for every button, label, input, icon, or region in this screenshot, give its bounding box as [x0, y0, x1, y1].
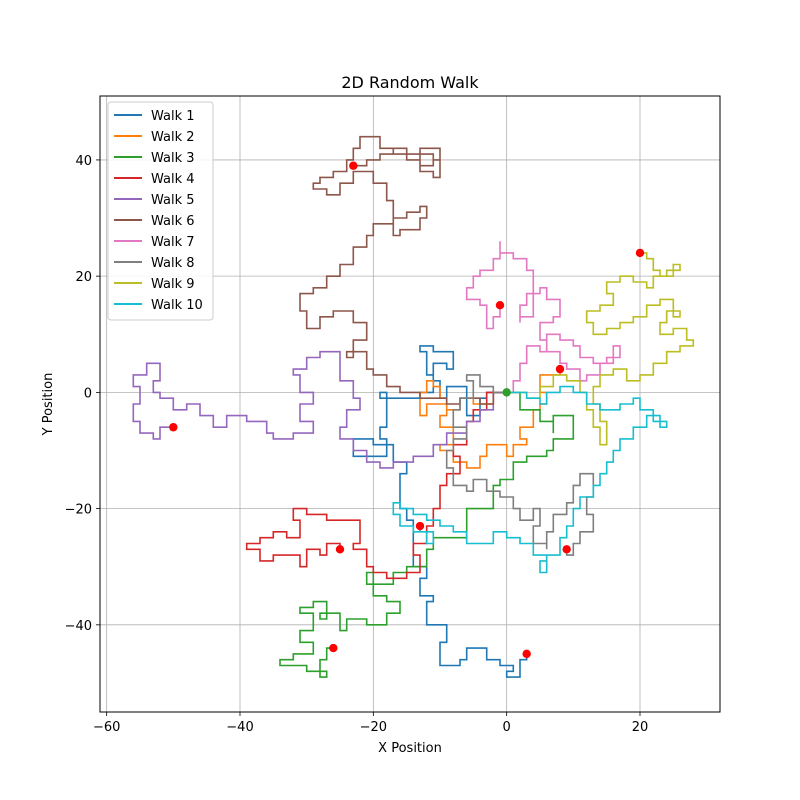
axis-ticks: −60 −40 −20 0 20 −40 −20 0 20 40 [65, 154, 649, 735]
legend-label: Walk 1 [151, 109, 195, 124]
legend-label: Walk 10 [151, 298, 203, 313]
end-marker-walk-10 [415, 521, 425, 531]
x-axis-label: X Position [378, 741, 442, 756]
chart-title: 2D Random Walk [341, 73, 479, 92]
x-tick-label: 0 [503, 720, 511, 735]
series-line-walk-3 [279, 391, 575, 678]
end-marker-walk-9 [635, 248, 645, 258]
end-marker-walk-4 [335, 545, 345, 554]
series-line-walk-1 [352, 345, 528, 678]
start-marker [502, 388, 511, 397]
end-marker-walk-3 [329, 643, 338, 653]
series-line-walk-2 [419, 369, 561, 469]
legend-label: Walk 3 [151, 151, 195, 166]
x-tick-label: −60 [93, 720, 120, 735]
y-tick-label: −40 [65, 619, 92, 634]
x-tick-label: −40 [226, 720, 253, 735]
end-marker-walk-1 [522, 649, 531, 659]
series-line-walk-6 [299, 135, 507, 405]
series-lines [132, 135, 695, 678]
legend-label: Walk 5 [151, 193, 195, 208]
series-line-walk-10 [392, 385, 668, 574]
legend-label: Walk 4 [151, 172, 195, 187]
y-tick-label: 0 [84, 386, 92, 401]
series-line-walk-7 [465, 241, 621, 394]
legend-label: Walk 9 [151, 277, 195, 292]
end-markers [169, 161, 645, 659]
x-tick-label: 20 [632, 720, 649, 735]
x-tick-label: −20 [360, 720, 387, 735]
end-marker-walk-8 [562, 545, 571, 554]
y-axis-label: Y Position [41, 373, 56, 437]
series-line-walk-5 [132, 350, 507, 469]
plot-area-frame [99, 95, 721, 713]
legend-label: Walk 8 [151, 256, 195, 271]
legend-label: Walk 2 [151, 130, 195, 145]
end-marker-walk-2 [555, 364, 565, 374]
end-marker-walk-6 [349, 161, 358, 170]
legend-label: Walk 7 [151, 235, 195, 250]
legend-label: Walk 6 [151, 214, 195, 229]
end-marker-walk-7 [495, 301, 505, 310]
end-marker-walk-5 [169, 423, 178, 432]
series-line-walk-9 [506, 252, 695, 446]
y-tick-label: −20 [65, 503, 92, 518]
y-tick-label: 20 [75, 270, 92, 285]
series-line-walk-4 [245, 391, 507, 580]
legend: Walk 1 Walk 2 Walk 3 Walk 4 Walk 5 Walk 6 Walk… [107, 101, 214, 321]
y-tick-label: 40 [75, 154, 92, 169]
